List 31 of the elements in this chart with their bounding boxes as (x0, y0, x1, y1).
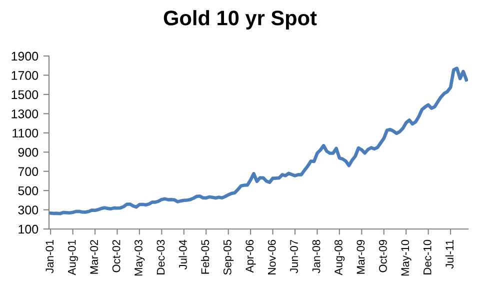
x-tick-label: Dec-10 (423, 240, 432, 274)
x-tick-label: May-10 (401, 240, 412, 276)
y-tick-label: 1500 (12, 90, 38, 100)
x-tick-label: Jul-04 (178, 240, 187, 270)
y-tick-label: 1700 (12, 71, 38, 80)
x-tick-label: Sep-05 (223, 240, 234, 275)
line-series (49, 66, 468, 216)
x-tick-label: Mar-09 (356, 240, 365, 274)
x-tick-label: May-03 (134, 240, 145, 276)
x-tick-label: Nov-06 (268, 240, 276, 274)
y-tick-label: 100 (18, 224, 38, 234)
y-tick-label: 300 (18, 206, 38, 214)
x-tick-label: Aug-08 (334, 240, 345, 276)
x-tick-label: Jun-07 (290, 240, 298, 274)
chart-title: Gold 10 yr Spot (164, 10, 317, 30)
x-tick-label: Oct-09 (378, 240, 387, 272)
x-tick-label: Jul-11 (445, 240, 454, 269)
y-tick-label: 900 (18, 148, 38, 157)
x-tick-label: Jan-08 (312, 240, 320, 274)
y-tick-label: 500 (18, 186, 38, 196)
y-tick-label: 1100 (12, 128, 38, 138)
x-tick-label: Dec-03 (156, 240, 165, 274)
x-tick-label: Oct-02 (112, 240, 120, 272)
x-tick-label: Jan-01 (46, 240, 54, 274)
y-tick-label: 1300 (12, 109, 38, 118)
y-tick-label: 1900 (12, 52, 38, 61)
x-tick-label: Aug-01 (68, 240, 78, 276)
x-tick-label: Feb-05 (200, 240, 210, 274)
x-tick-label: Mar-02 (90, 240, 98, 274)
y-tick-label: 700 (18, 167, 38, 176)
x-tick-label: Apr-06 (246, 240, 256, 273)
